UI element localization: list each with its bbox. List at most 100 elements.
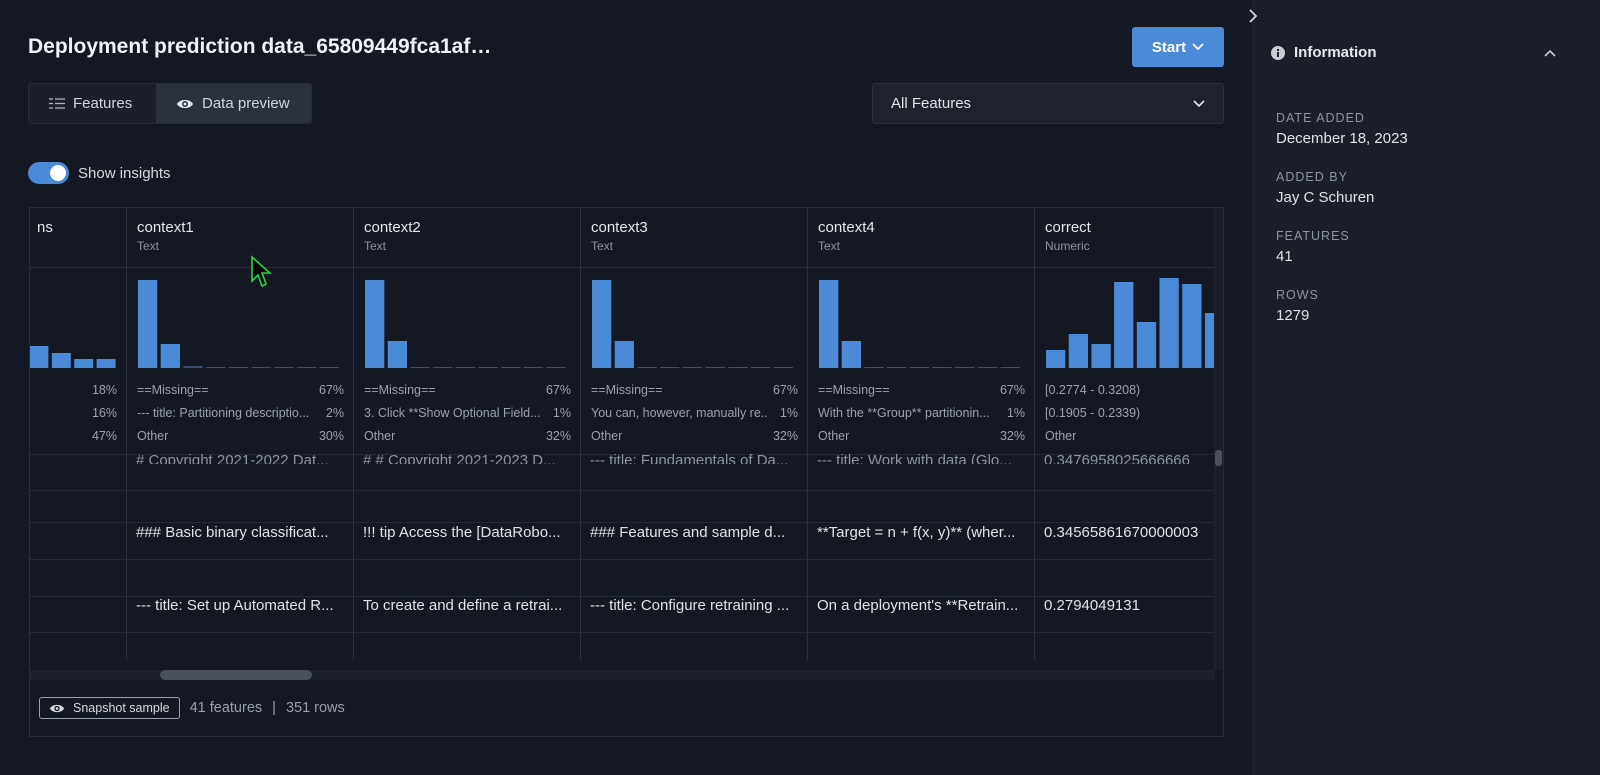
information-header[interactable]: Information [1271, 44, 1556, 61]
histogram-bar[interactable] [1091, 344, 1111, 368]
histogram-bar[interactable] [387, 341, 407, 368]
table-cell[interactable]: !!! tip Access the [DataRobo... [363, 524, 561, 541]
histogram-bar[interactable] [365, 280, 385, 368]
histogram-bar[interactable] [637, 367, 657, 368]
histogram-bar[interactable] [478, 367, 498, 368]
histogram-bar[interactable] [955, 367, 975, 368]
histogram-bar[interactable] [51, 353, 71, 368]
horizontal-scrollbar-thumb[interactable] [160, 670, 312, 680]
histogram-bar[interactable] [887, 367, 907, 368]
histogram-bar[interactable] [501, 367, 521, 368]
table-cell[interactable]: ### Features and sample d... [590, 524, 786, 541]
grid-column[interactable]: correct Numeric [0.2774 - 0.3208) [0.1905 -… [1034, 208, 1216, 660]
column-histogram[interactable] [127, 276, 354, 370]
grid-column[interactable]: context3 Text ==Missing== 67% You can, howev… [580, 208, 807, 660]
histogram-bar[interactable] [1068, 334, 1088, 368]
histogram-bar[interactable] [864, 367, 884, 368]
horizontal-scrollbar-track[interactable] [30, 670, 1215, 680]
column-histogram[interactable] [29, 276, 127, 370]
histogram-bar[interactable] [1204, 313, 1216, 368]
table-cell[interactable]: --- title: Configure retraining ... [590, 597, 790, 614]
histogram-bar[interactable] [228, 367, 249, 368]
table-cell[interactable]: On a deployment's **Retrain... [817, 597, 1019, 614]
histogram-bar[interactable] [977, 367, 998, 368]
table-cell[interactable]: 0.3476958025666666 [1044, 452, 1190, 464]
start-button[interactable]: Start [1132, 27, 1224, 67]
vertical-scrollbar-thumb[interactable] [1215, 450, 1222, 466]
table-cell[interactable]: --- title: Set up Automated R... [136, 597, 334, 614]
tab-features[interactable]: Features [29, 84, 156, 123]
histogram-bar[interactable] [660, 367, 680, 368]
toggle-knob [50, 165, 66, 181]
grid-column[interactable]: context2 Text ==Missing== 67% 3. Click **Sho… [353, 208, 580, 660]
table-cell[interactable]: ### Basic binary classificat... [136, 524, 329, 541]
histogram-bar[interactable] [1182, 284, 1202, 368]
histogram-bar[interactable] [750, 367, 771, 368]
feature-list-select[interactable]: All Features [872, 83, 1224, 124]
table-cell[interactable]: 0.34565861670000003 [1044, 524, 1199, 541]
histogram-bar[interactable] [1114, 282, 1134, 368]
histogram-bar[interactable] [410, 367, 430, 368]
column-histogram[interactable] [808, 276, 1035, 370]
grid-column[interactable]: context4 Text ==Missing== 67% With the **Gro… [807, 208, 1034, 660]
column-histogram[interactable] [1035, 276, 1216, 370]
histogram-bar[interactable] [74, 359, 94, 368]
eye-icon [49, 704, 65, 712]
snapshot-sample-badge[interactable]: Snapshot sample [39, 697, 180, 719]
histogram-bar[interactable] [546, 367, 566, 368]
histogram-bar[interactable] [841, 341, 861, 368]
table-cell[interactable]: # # Copyright 2021-2023 D... [363, 452, 556, 464]
table-cell[interactable]: 0.2794049131 [1044, 597, 1140, 614]
vertical-scrollbar-track[interactable] [1214, 208, 1223, 670]
column-histogram[interactable] [354, 276, 581, 370]
column-header[interactable]: correct Numeric [1045, 219, 1091, 253]
histogram-bar[interactable] [682, 367, 703, 368]
histogram-bar[interactable] [455, 367, 476, 368]
histogram-bar[interactable] [1046, 350, 1066, 368]
histogram-bar[interactable] [614, 341, 634, 368]
column-header[interactable]: ns [37, 219, 53, 239]
column-histogram[interactable] [581, 276, 808, 370]
histogram-bar[interactable] [251, 367, 271, 368]
histogram-bar[interactable] [1000, 367, 1020, 368]
histogram-bar[interactable] [433, 367, 453, 368]
table-cell[interactable]: --- title: Work with data (Glo... [817, 452, 1012, 464]
histogram-bar[interactable] [96, 359, 116, 368]
histogram-bar[interactable] [274, 367, 294, 368]
column-header[interactable]: context2 Text [364, 219, 421, 253]
rows-count: 351 rows [285, 700, 345, 716]
column-header[interactable]: context1 Text [137, 219, 194, 253]
histogram-bar[interactable] [160, 344, 180, 368]
histogram-bar[interactable] [592, 280, 612, 368]
collapse-sidebar-icon[interactable] [1248, 8, 1258, 29]
histogram-bar[interactable] [773, 367, 793, 368]
tab-data-preview[interactable]: Data preview [156, 84, 311, 123]
histogram-bar[interactable] [705, 367, 725, 368]
histogram-bar[interactable] [29, 346, 49, 368]
grid-column[interactable]: ns 18% 16% 47% [29, 208, 127, 660]
histogram-bar[interactable] [909, 367, 930, 368]
histogram-bar[interactable] [138, 280, 158, 368]
rows-label: ROWS [1276, 288, 1319, 302]
show-insights-toggle[interactable] [28, 162, 69, 184]
chevron-up-icon[interactable] [1544, 49, 1556, 57]
stat-percent: 67% [545, 383, 571, 397]
column-name: context2 [364, 219, 421, 236]
histogram-bar[interactable] [819, 280, 839, 368]
column-header[interactable]: context3 Text [591, 219, 648, 253]
table-cell[interactable]: --- title: Fundamentals of Da... [590, 452, 789, 464]
histogram-bar[interactable] [1136, 322, 1157, 368]
histogram-bar[interactable] [296, 367, 317, 368]
histogram-bar[interactable] [1159, 278, 1179, 368]
table-cell[interactable]: To create and define a retrai... [363, 597, 563, 614]
grid-column[interactable]: context1 Text ==Missing== 67% --- title: Par… [126, 208, 353, 660]
histogram-bar[interactable] [728, 367, 748, 368]
histogram-bar[interactable] [523, 367, 544, 368]
table-cell[interactable]: # Copyright 2021-2022 Dat... [136, 452, 329, 464]
histogram-bar[interactable] [932, 367, 952, 368]
table-cell[interactable]: **Target = n + f(x, y)** (wher... [817, 524, 1016, 541]
histogram-bar[interactable] [319, 367, 339, 368]
histogram-bar[interactable] [206, 367, 226, 368]
column-header[interactable]: context4 Text [818, 219, 875, 253]
histogram-bar[interactable] [183, 366, 203, 368]
